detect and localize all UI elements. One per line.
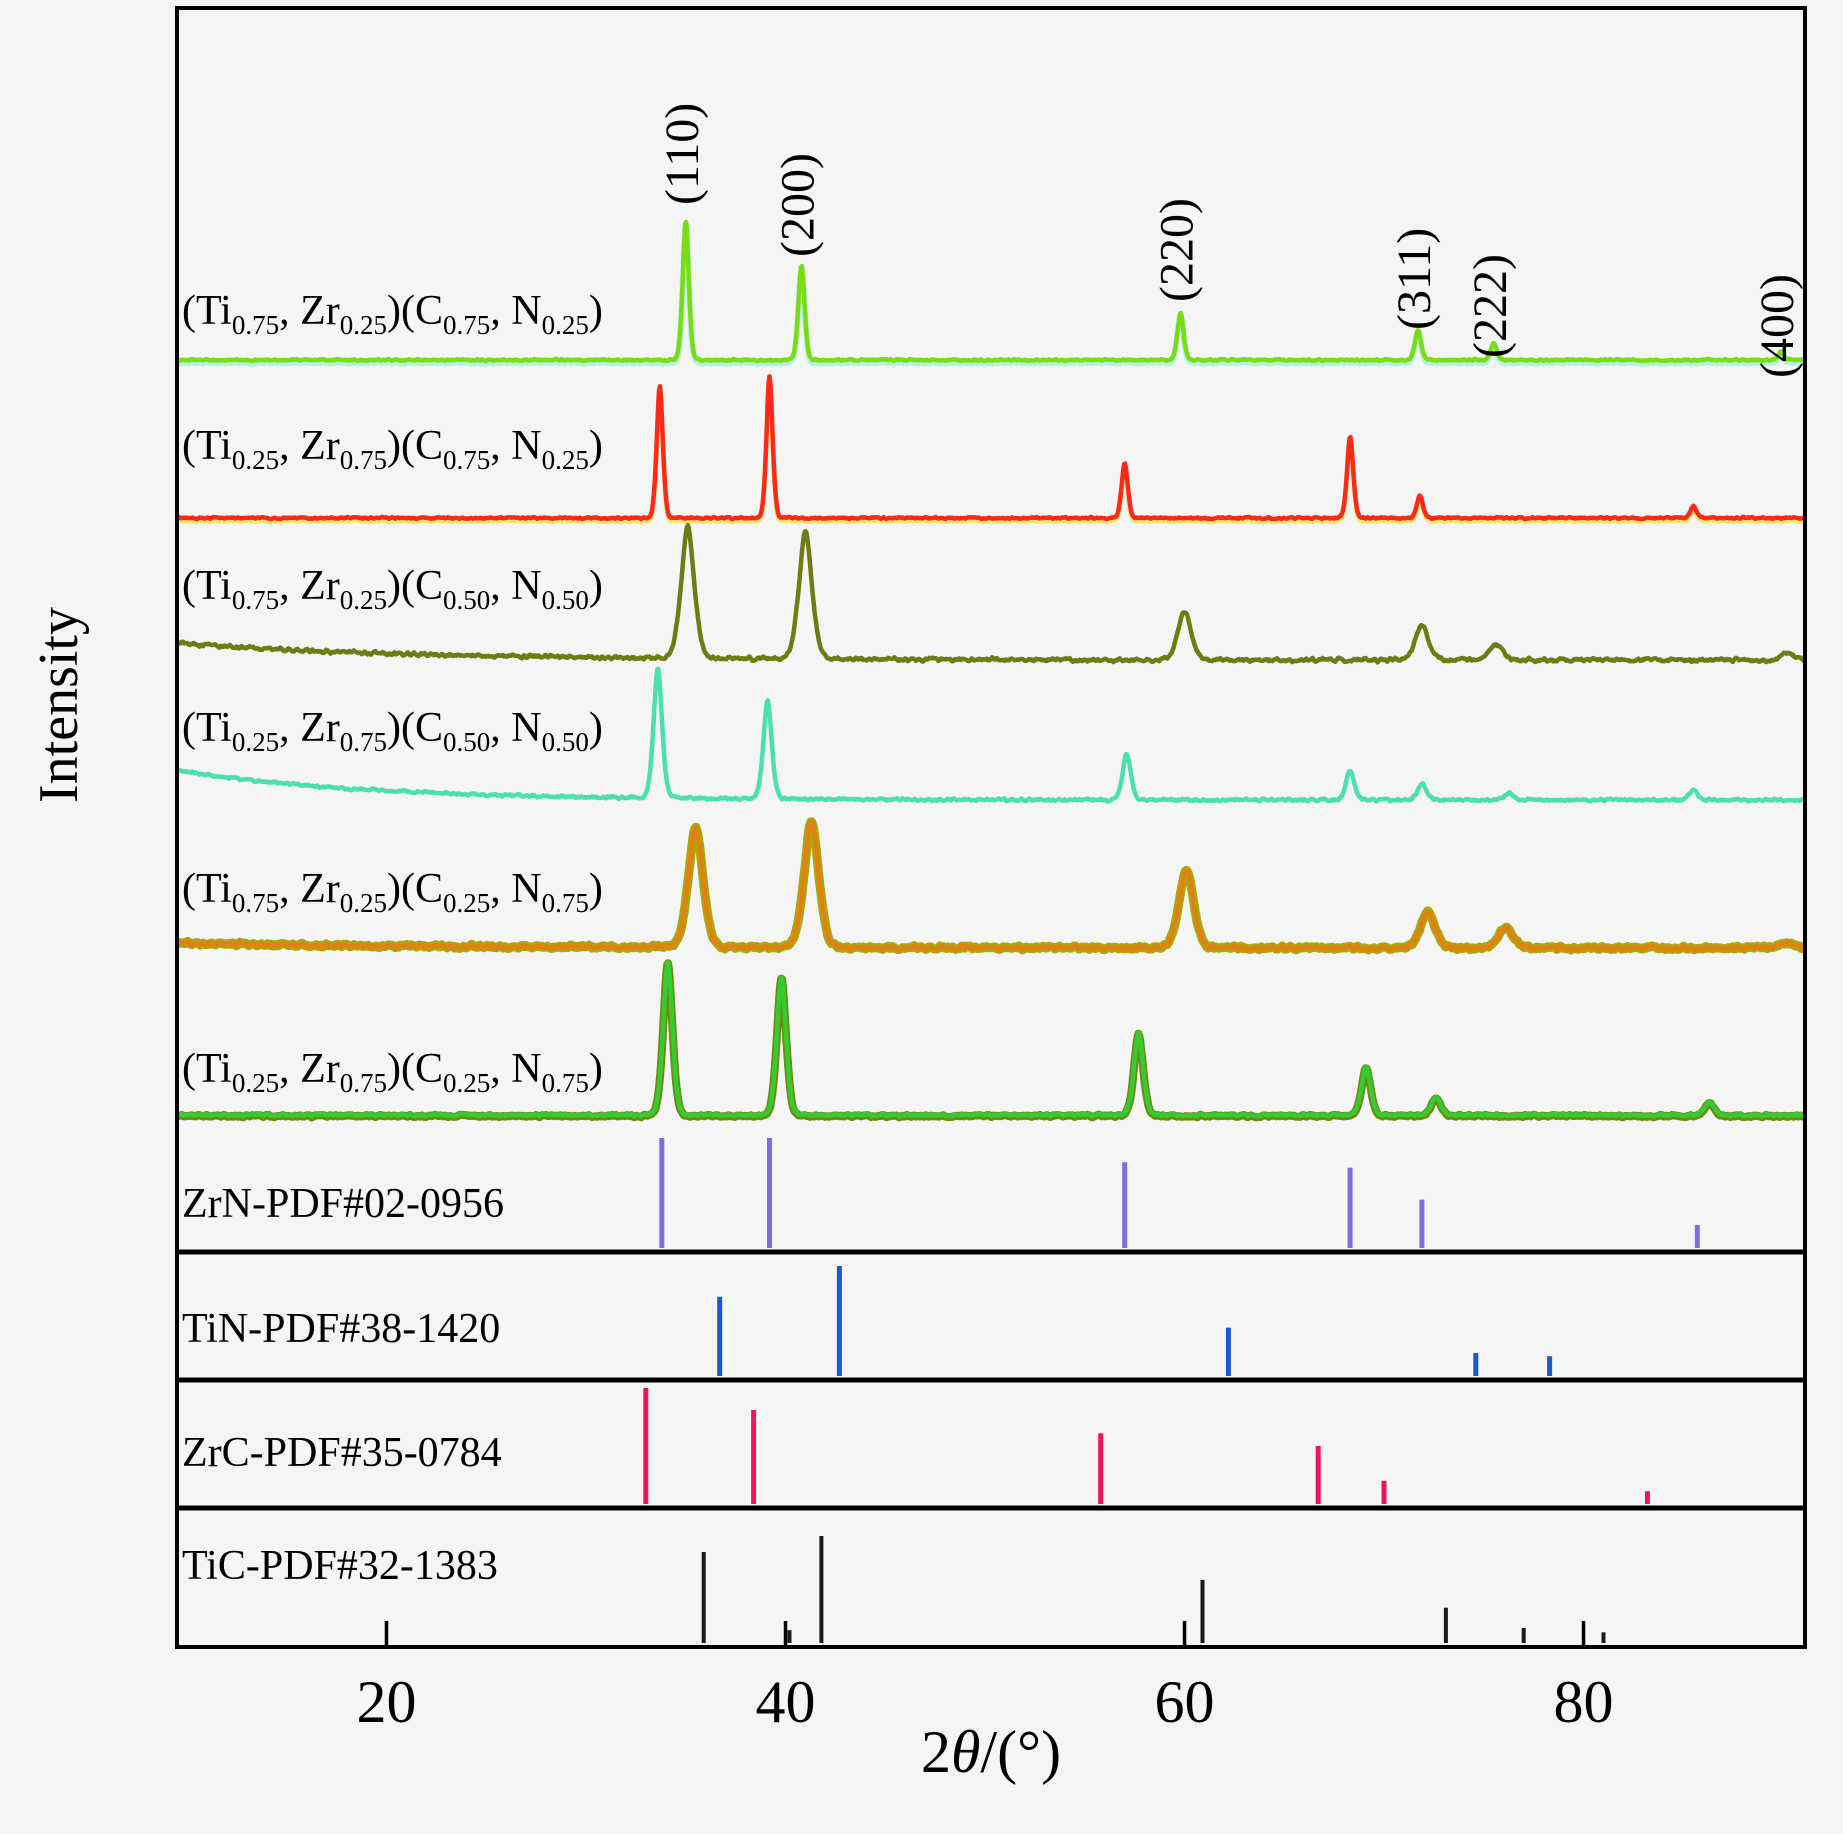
xrd-curve-0 xyxy=(177,219,1805,364)
plot-area xyxy=(177,219,1805,1643)
xrd-curve-under-0 xyxy=(177,221,1805,368)
reference-sticks-0 xyxy=(659,1138,1700,1248)
peak-annotation-220: (220) xyxy=(1151,198,1204,302)
peak-annotation-222: (222) xyxy=(1464,254,1517,358)
peak-annotation-110: (110) xyxy=(656,103,709,205)
series-label-2: (Ti0.75, Zr0.25)(C0.50, N0.50) xyxy=(182,563,603,615)
reference-sticks-3 xyxy=(701,1536,1606,1643)
xrd-curve-1 xyxy=(177,374,1805,522)
reference-label-0: ZrN-PDF#02-0956 xyxy=(182,1181,504,1227)
reference-sticks-2 xyxy=(643,1388,1650,1504)
series-label-4: (Ti0.75, Zr0.25)(C0.25, N0.75) xyxy=(182,866,603,918)
series-label-3: (Ti0.25, Zr0.75)(C0.50, N0.50) xyxy=(182,705,603,757)
y-axis-label: Intensity xyxy=(28,607,90,803)
peak-annotation-311: (311) xyxy=(1388,228,1441,330)
reference-label-1: TiN-PDF#38-1420 xyxy=(182,1306,500,1352)
x-tick-label-40: 40 xyxy=(756,1669,816,1735)
series-label-5: (Ti0.25, Zr0.75)(C0.25, N0.75) xyxy=(182,1046,603,1098)
peak-annotation-400: (400) xyxy=(1751,274,1804,378)
reference-sticks-1 xyxy=(717,1266,1553,1376)
peak-annotation-200: (200) xyxy=(771,153,824,257)
x-tick-label-80: 80 xyxy=(1554,1669,1614,1735)
series-label-0: (Ti0.75, Zr0.25)(C0.75, N0.25) xyxy=(182,288,603,340)
reference-label-3: TiC-PDF#32-1383 xyxy=(182,1543,498,1589)
xrd-curve-2 xyxy=(177,523,1805,665)
xrd-curve-5 xyxy=(177,960,1805,1119)
xrd-curve-under-1 xyxy=(177,376,1805,525)
x-tick-label-60: 60 xyxy=(1155,1669,1215,1735)
plot-frame xyxy=(175,6,1807,1649)
series-label-1: (Ti0.25, Zr0.75)(C0.75, N0.25) xyxy=(182,423,603,475)
x-axis-label: 2θ/(°) xyxy=(921,1719,1061,1785)
xrd-curve-4 xyxy=(177,819,1805,953)
xrd-curve-3 xyxy=(177,666,1805,804)
reference-label-2: ZrC-PDF#35-0784 xyxy=(182,1430,502,1476)
x-tick-label-20: 20 xyxy=(356,1669,416,1735)
